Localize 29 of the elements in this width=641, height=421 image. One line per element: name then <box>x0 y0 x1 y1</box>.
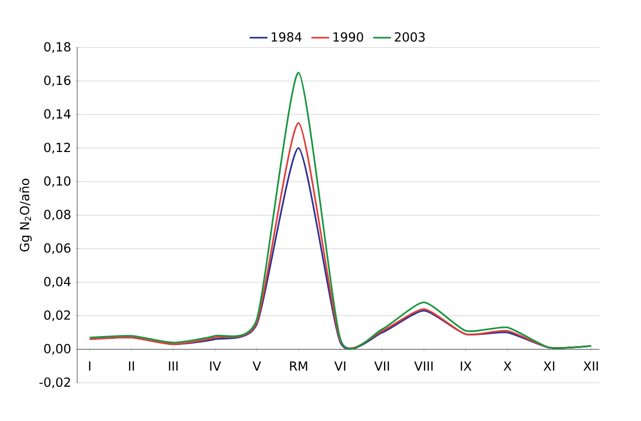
x-tick-label: III <box>168 361 178 370</box>
x-tick-label: X <box>504 361 512 370</box>
y-tick-label: 0,02 <box>44 310 70 321</box>
y-tick-label: 0,08 <box>44 210 70 220</box>
x-tick-label: VI <box>334 361 346 370</box>
x-tick-label: IV <box>210 361 222 370</box>
y-tick-label: 0,04 <box>44 276 71 288</box>
y-tick-label: -0,02 <box>39 377 70 388</box>
x-tick-label: V <box>252 361 262 370</box>
y-tick-label: 0,00 <box>44 344 70 354</box>
x-tick-label: XI <box>544 361 554 370</box>
line-series <box>88 72 592 350</box>
y-tick-label: 0,14 <box>44 108 71 120</box>
legend-label: 1984 <box>272 32 302 42</box>
y-tick-label: 0,06 <box>44 243 70 254</box>
x-tick-label: I <box>89 361 90 370</box>
y-tick-label: 0,18 <box>44 42 70 53</box>
x-tick-label: II <box>129 361 134 370</box>
y-tick-label: 0,12 <box>44 142 70 154</box>
x-tick-label: IX <box>460 361 472 370</box>
y-axis-title: Gg N$_{2}$O/año <box>19 178 32 252</box>
x-tick-label: RM <box>290 361 308 370</box>
y-tick-label: 0,10 <box>44 176 70 187</box>
legend-label: 1990 <box>333 32 364 42</box>
y-tick-label: 0,16 <box>44 75 70 86</box>
x-tick-label: XII <box>584 361 598 370</box>
x-tick-label: VIII <box>414 361 433 370</box>
legend-label: 2003 <box>394 32 425 42</box>
x-tick-label: VII <box>374 361 389 370</box>
